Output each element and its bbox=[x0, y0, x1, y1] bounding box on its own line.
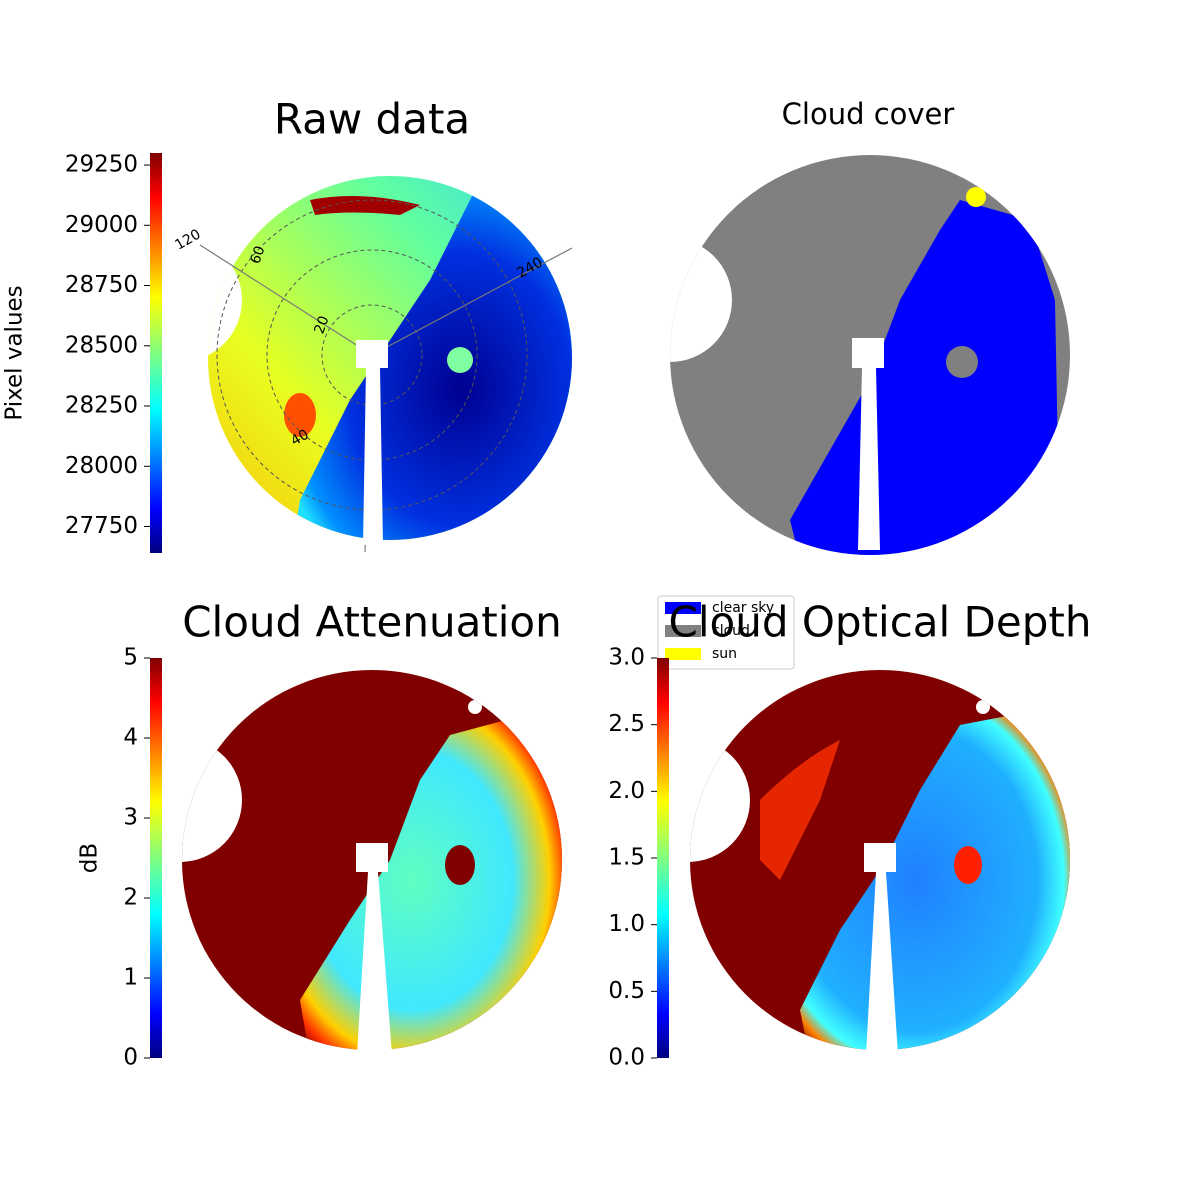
legend-label: cloud bbox=[712, 623, 750, 639]
attenuation-image bbox=[182, 670, 562, 1050]
colorbar-tick-label: 29000 bbox=[65, 212, 138, 238]
colorbar-tick-label: 28000 bbox=[65, 453, 138, 479]
polar-label: 120 bbox=[172, 226, 203, 253]
colorbar-tick-label: 2.5 bbox=[608, 711, 645, 737]
colorbar-tick-label: 1.5 bbox=[608, 845, 645, 871]
legend-swatch bbox=[665, 625, 701, 637]
colorbar-label: Pixel values bbox=[2, 285, 28, 420]
colorbar-tick-label: 28750 bbox=[65, 272, 138, 298]
colorbar-tick-label: 1.0 bbox=[608, 911, 645, 937]
legend-label: sun bbox=[712, 646, 737, 662]
colorbar-tick-label: 2 bbox=[123, 885, 138, 911]
polar-label: 40 bbox=[288, 427, 311, 450]
polar-label: 20 bbox=[311, 314, 332, 336]
colorbar-tick-label: 0.0 bbox=[608, 1045, 645, 1071]
mast bbox=[356, 340, 388, 545]
mast bbox=[852, 338, 884, 550]
colorbar-tick-label: 2.0 bbox=[608, 778, 645, 804]
colorbar-tick-label: 4 bbox=[123, 725, 138, 751]
colorbar-tick-label: 0 bbox=[123, 1045, 138, 1071]
chart-title: Raw data bbox=[274, 95, 470, 144]
chart-title: Cloud cover bbox=[782, 97, 955, 131]
colorbar bbox=[150, 153, 162, 553]
mast bbox=[864, 843, 898, 1055]
colorbar bbox=[657, 658, 669, 1058]
colorbar-tick-label: 28250 bbox=[65, 393, 138, 419]
legend-swatch bbox=[665, 602, 701, 614]
legend-swatch bbox=[665, 648, 701, 660]
chart-title: Cloud Attenuation bbox=[182, 598, 562, 647]
polar-label: 60 bbox=[247, 244, 268, 266]
colorbar-tick-label: 1 bbox=[123, 965, 138, 991]
cloud-cover-image bbox=[670, 155, 1070, 555]
colorbar-tick-label: 0.5 bbox=[608, 978, 645, 1004]
colorbar-tick-label: 3 bbox=[123, 805, 138, 831]
chart-title: Cloud Optical Depth bbox=[669, 598, 1092, 647]
colorbar-tick-label: 27750 bbox=[65, 513, 138, 539]
mast bbox=[356, 843, 392, 1055]
colorbar-tick-label: 28500 bbox=[65, 332, 138, 358]
colorbar-tick-label: 5 bbox=[123, 645, 138, 671]
colorbar bbox=[150, 658, 162, 1058]
colorbar-tick-label: 3.0 bbox=[608, 645, 645, 671]
sun-marker bbox=[966, 187, 986, 207]
optical-depth-image bbox=[690, 670, 1070, 1050]
legend-label: clear sky bbox=[712, 600, 774, 616]
colorbar-label: dB bbox=[77, 843, 103, 873]
colorbar-tick-label: 29250 bbox=[65, 152, 138, 178]
